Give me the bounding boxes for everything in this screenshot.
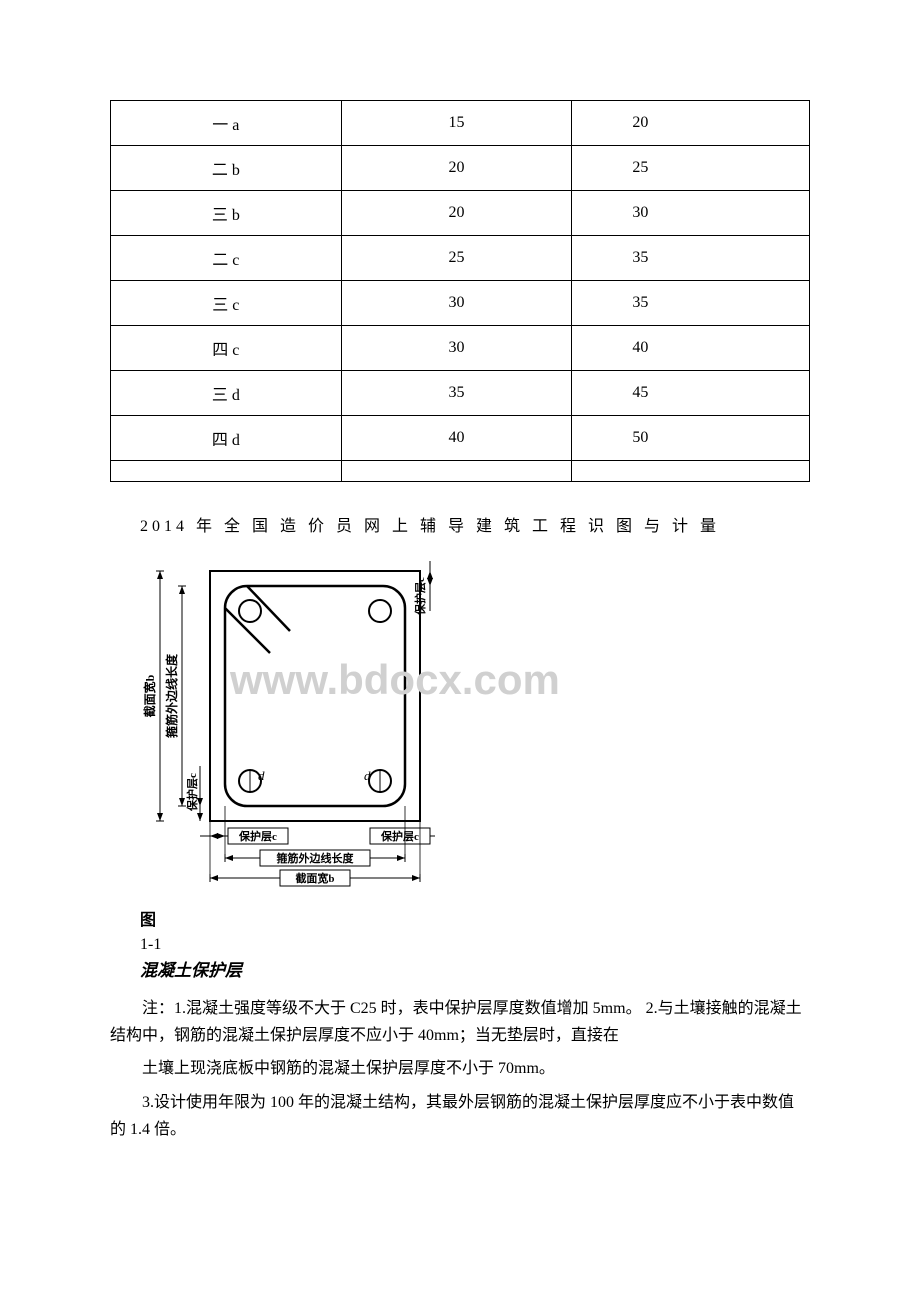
- note-1: 注：1.混凝土强度等级不大于 C25 时，表中保护层厚度数值增加 5mm。 2.…: [110, 995, 810, 1049]
- cell: 20: [341, 191, 572, 236]
- cell: 35: [572, 281, 810, 326]
- cell: [341, 461, 572, 482]
- cell: 四 c: [111, 326, 342, 371]
- cell: 35: [341, 371, 572, 416]
- cell: 二 b: [111, 146, 342, 191]
- svg-text:箍筋外边线长度: 箍筋外边线长度: [277, 851, 355, 865]
- diagram-container: www.bdocx.com 截面宽b: [140, 556, 810, 896]
- cell: [111, 461, 342, 482]
- table-row: 四 d 40 50: [111, 416, 810, 461]
- svg-text:箍筋外边线长度: 箍筋外边线长度: [164, 653, 179, 739]
- cell: 三 c: [111, 281, 342, 326]
- cell: 三 d: [111, 371, 342, 416]
- cell: [572, 461, 810, 482]
- figure-label: 图: [140, 906, 810, 930]
- cell: 三 b: [111, 191, 342, 236]
- table-row: 一 a 15 20: [111, 101, 810, 146]
- course-subtitle: 2014 年 全 国 造 价 员 网 上 辅 导 建 筑 工 程 识 图 与 计…: [110, 512, 810, 536]
- cell: 35: [572, 236, 810, 281]
- cell: 20: [572, 101, 810, 146]
- svg-text:截面宽b: 截面宽b: [142, 674, 157, 717]
- svg-text:保护层c: 保护层c: [413, 577, 427, 616]
- cell: 40: [572, 326, 810, 371]
- cover-thickness-table: 一 a 15 20 二 b 20 25 三 b 20 30 二 c 25 35 …: [110, 100, 810, 482]
- svg-text:截面宽b: 截面宽b: [295, 871, 334, 885]
- cell: 20: [341, 146, 572, 191]
- cell: 45: [572, 371, 810, 416]
- svg-text:保护层c: 保护层c: [238, 829, 277, 843]
- cell: 二 c: [111, 236, 342, 281]
- table-row: 二 b 20 25: [111, 146, 810, 191]
- table-row: [111, 461, 810, 482]
- table-row: 三 d 35 45: [111, 371, 810, 416]
- cell: 一 a: [111, 101, 342, 146]
- svg-text:保护层c: 保护层c: [380, 829, 419, 843]
- cell: 四 d: [111, 416, 342, 461]
- cell: 30: [572, 191, 810, 236]
- table-row: 二 c 25 35: [111, 236, 810, 281]
- svg-text:d: d: [364, 768, 371, 783]
- figure-title: 混凝土保护层: [140, 956, 810, 981]
- diagram-svg: 截面宽b 箍筋外边线长度 保护层c 保护层c d d: [140, 556, 440, 896]
- note-3: 3.设计使用年限为 100 年的混凝土结构，其最外层钢筋的混凝土保护层厚度应不小…: [110, 1089, 810, 1143]
- cell: 50: [572, 416, 810, 461]
- table-row: 四 c 30 40: [111, 326, 810, 371]
- cell: 15: [341, 101, 572, 146]
- figure-number: 1-1: [140, 936, 810, 954]
- cell: 25: [572, 146, 810, 191]
- cell: 30: [341, 326, 572, 371]
- svg-text:d: d: [258, 768, 265, 783]
- cell: 25: [341, 236, 572, 281]
- note-2: 土壤上现浇底板中钢筋的混凝土保护层厚度不小于 70mm。: [110, 1055, 810, 1082]
- cell: 30: [341, 281, 572, 326]
- table-row: 三 c 30 35: [111, 281, 810, 326]
- cell: 40: [341, 416, 572, 461]
- concrete-cover-diagram: www.bdocx.com 截面宽b: [140, 556, 440, 896]
- table-row: 三 b 20 30: [111, 191, 810, 236]
- svg-text:保护层c: 保护层c: [185, 773, 199, 812]
